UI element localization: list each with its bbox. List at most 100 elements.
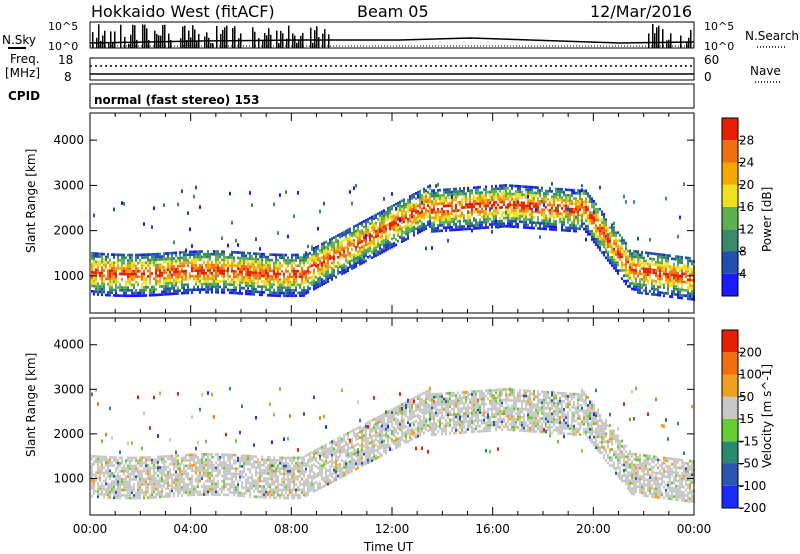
echo-cell xyxy=(345,232,347,236)
echo-cell xyxy=(245,492,247,495)
echo-cell xyxy=(161,484,163,488)
echo-cell xyxy=(395,229,397,233)
echo-cell xyxy=(475,224,477,227)
echo-cell xyxy=(117,477,119,481)
echo-cell xyxy=(489,198,491,202)
echo-cell xyxy=(237,261,239,265)
echo-cell xyxy=(185,475,187,478)
echo-cell xyxy=(501,206,503,209)
echo-cell xyxy=(563,204,565,208)
echo-cell xyxy=(585,237,587,242)
echo-cell xyxy=(583,214,585,217)
echo-cell xyxy=(497,198,499,201)
echo-cell xyxy=(153,477,155,480)
echo-cell xyxy=(447,218,449,221)
echo-cell xyxy=(97,284,99,288)
echo-cell xyxy=(163,455,165,458)
echo-cell xyxy=(439,210,441,214)
echo-cell xyxy=(603,234,605,238)
echo-cell xyxy=(133,477,135,481)
echo-cell xyxy=(183,483,185,486)
echo-cell xyxy=(145,277,147,281)
echo-cell xyxy=(635,271,637,275)
echo-cell xyxy=(99,290,101,294)
echo-cell xyxy=(109,469,111,473)
echo-cell xyxy=(109,472,111,475)
echo-cell xyxy=(537,186,539,190)
echo-cell xyxy=(403,201,405,204)
echo-cell xyxy=(103,282,105,286)
echo-cell xyxy=(675,255,677,258)
echo-cell xyxy=(545,200,547,204)
echo-cell xyxy=(163,252,165,256)
echo-cell xyxy=(105,490,107,494)
echo-cell xyxy=(605,237,607,241)
echo-cell xyxy=(555,206,557,210)
echo-cell xyxy=(137,291,139,295)
echo-cell xyxy=(403,231,405,234)
echo-cell xyxy=(635,269,637,272)
echo-cell xyxy=(279,253,281,257)
echo-cell xyxy=(461,189,463,193)
echo-cell xyxy=(351,248,353,251)
echo-cell xyxy=(427,185,429,189)
echo-cell xyxy=(155,261,157,264)
echo-cell xyxy=(481,226,483,230)
echo-cell xyxy=(265,258,267,262)
echo-cell xyxy=(383,220,385,223)
echo-cell xyxy=(213,485,215,488)
echo-cell xyxy=(291,294,293,298)
echo-cell xyxy=(217,485,219,488)
echo-cell xyxy=(133,486,135,489)
echo-cell xyxy=(687,297,689,301)
echo-cell xyxy=(401,240,403,243)
echo-cell xyxy=(197,493,199,497)
echo-cell xyxy=(165,257,167,261)
echo-cell xyxy=(449,188,451,191)
echo-cell xyxy=(373,222,375,226)
echo-cell xyxy=(249,489,251,493)
echo-cell xyxy=(441,213,443,216)
echo-cell xyxy=(395,224,397,228)
echo-cell xyxy=(319,281,321,285)
echo-cell xyxy=(393,225,395,229)
echo-cell xyxy=(265,280,267,283)
echo-cell xyxy=(391,242,393,246)
echo-cell xyxy=(413,228,415,232)
echo-cell xyxy=(617,247,619,251)
echo-cell xyxy=(109,272,111,275)
echo-cell xyxy=(125,469,127,473)
echo-cell xyxy=(255,479,257,483)
echo-cell xyxy=(137,488,139,492)
echo-cell xyxy=(323,255,325,258)
echo-cell xyxy=(591,238,593,241)
echo-cell xyxy=(419,200,421,204)
echo-cell xyxy=(147,275,149,278)
echo-cell xyxy=(519,185,521,188)
echo-cell xyxy=(277,286,279,289)
echo-cell xyxy=(335,251,337,255)
echo-cell xyxy=(193,488,195,491)
echo-cell xyxy=(273,261,275,265)
echo-cell xyxy=(201,269,203,272)
echo-cell xyxy=(219,455,221,459)
echo-cell xyxy=(111,472,113,475)
echo-cell xyxy=(495,219,497,224)
echo-cell xyxy=(401,226,403,230)
echo-cell xyxy=(611,247,613,251)
echo-cell xyxy=(257,279,259,283)
echo-cell xyxy=(621,247,623,251)
echo-cell xyxy=(293,280,295,284)
echo-cell xyxy=(439,199,441,203)
echo-cell xyxy=(299,264,301,268)
echo-cell xyxy=(285,253,287,257)
echo-cell xyxy=(289,275,291,279)
echo-cell xyxy=(175,273,177,276)
echo-cell xyxy=(267,480,269,483)
echo-cell xyxy=(447,223,449,227)
echo-cell xyxy=(201,458,203,462)
nsky-tick-bot-left: 10^0 xyxy=(48,40,78,53)
echo-cell xyxy=(347,239,349,243)
echo-cell xyxy=(623,241,625,245)
echo-cell xyxy=(163,260,165,264)
